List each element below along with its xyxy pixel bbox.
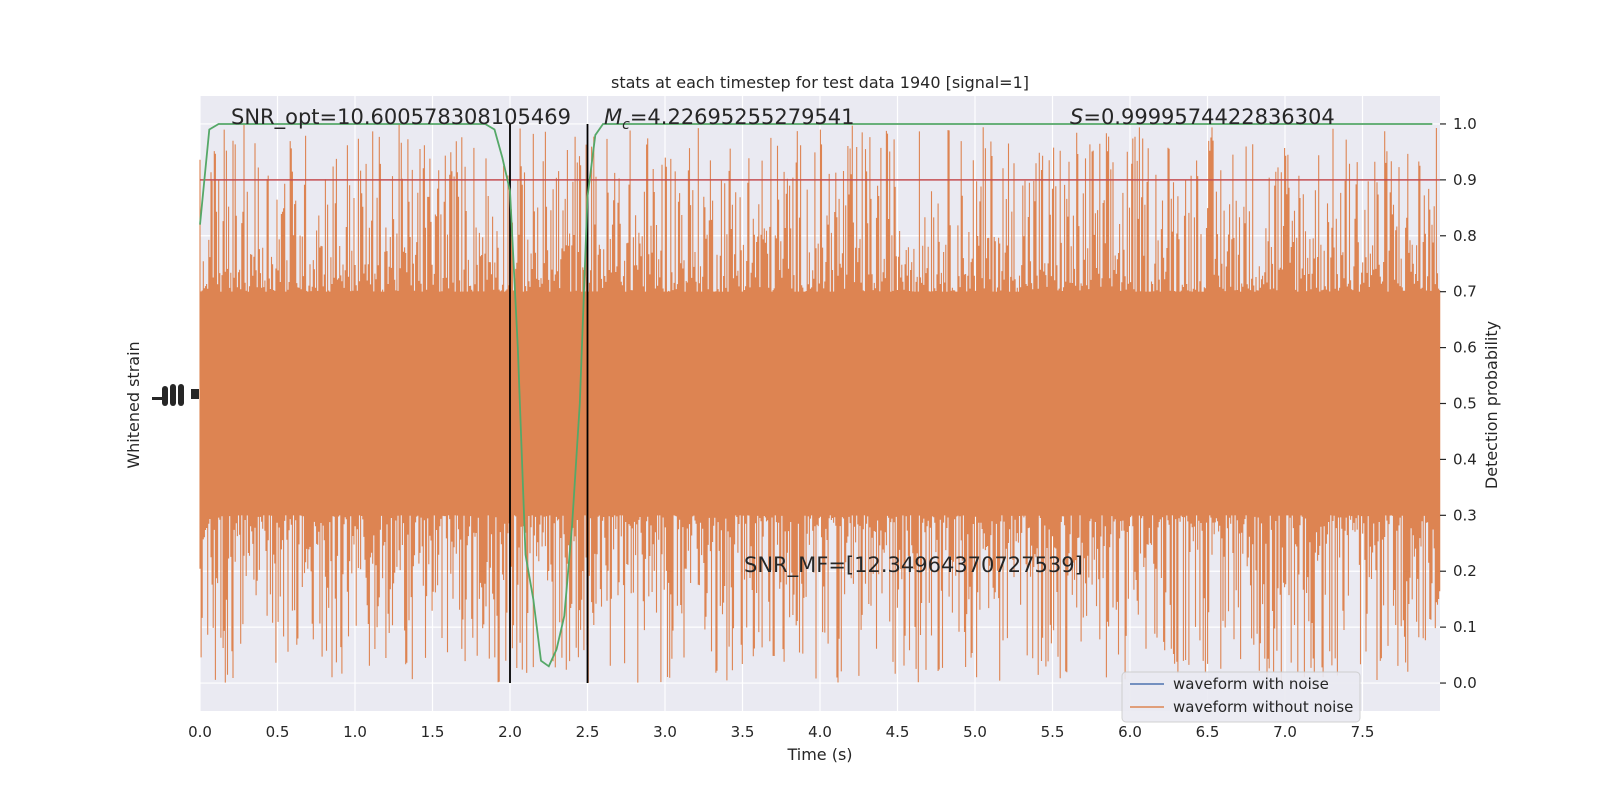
y-tick-label: 0.1 [1453,618,1477,636]
y-tick-label: 0.9 [1453,171,1477,189]
annotation-snr-opt: SNR_opt=10.600578308105469 [231,105,571,130]
y-axis-label-right: Detection probability [1482,321,1501,489]
annotation-s: S=0.9999574422836304 [1070,105,1335,129]
y-tick-label: 0.8 [1453,227,1477,245]
annotation-s-value: =0.9999574422836304 [1083,105,1334,129]
annotation-s-symbol: S [1070,105,1083,129]
x-tick-label: 3.5 [731,723,755,741]
left-tick-mark [170,384,176,406]
x-tick-label: 5.0 [963,723,987,741]
annotation-chirp-mass-symbol: M [604,105,622,129]
x-tick-label: 7.5 [1351,723,1375,741]
legend-label-with-noise: waveform with noise [1173,675,1329,693]
chart-title: stats at each timestep for test data 194… [611,73,1029,92]
x-tick-label: 0.0 [188,723,212,741]
y-axis-ticks-right: 0.0 0.1 0.2 0.3 0.4 0.5 0.6 0.7 0.8 0.9 1.0 [1440,115,1477,692]
detection-probability-line [199,123,1433,668]
left-tick-mark [152,397,162,400]
y-tick-label: 1.0 [1453,115,1477,133]
waveform-without-noise [199,124,1441,683]
x-tick-label: 7.0 [1273,723,1297,741]
y-tick-label: 0.2 [1453,562,1477,580]
x-tick-label: 5.5 [1041,723,1065,741]
x-tick-label: 6.0 [1118,723,1142,741]
y-axis-label-left: Whitened strain [124,341,143,468]
annotation-chirp-mass-value: =4.22695255279541 [630,105,855,129]
x-tick-label: 6.5 [1196,723,1220,741]
annotation-snr-mf: SNR_MF=[12.34964370727539] [744,553,1083,578]
y-axis-left-clutter [152,384,199,406]
y-tick-label: 0.6 [1453,339,1477,357]
x-tick-label: 1.5 [421,723,445,741]
left-tick-mark [178,384,184,406]
y-tick-label: 0.3 [1453,506,1477,524]
y-tick-label: 0.4 [1453,450,1477,468]
x-axis-ticks: 0.0 0.5 1.0 1.5 2.0 2.5 3.0 3.5 4.0 4.5 5.0 5.5 6.0 6… [188,723,1374,741]
y-tick-label: 0.7 [1453,283,1477,301]
legend-label-without-noise: waveform without noise [1173,698,1353,716]
strain-waveform [199,124,1441,683]
legend: waveform with noise waveform without noi… [1121,671,1361,723]
x-tick-label: 1.0 [343,723,367,741]
annotation-chirp-mass: Mc=4.22695255279541 [604,105,855,133]
x-tick-label: 2.5 [576,723,600,741]
x-tick-label: 4.0 [808,723,832,741]
left-tick-mark [191,389,199,399]
y-tick-label: 0.0 [1453,674,1477,692]
annotation-chirp-mass-sub: c [622,117,630,133]
x-axis-label: Time (s) [786,745,852,764]
x-tick-label: 4.5 [886,723,910,741]
x-tick-label: 2.0 [498,723,522,741]
legend-box [1121,671,1361,723]
y-tick-label: 0.5 [1453,395,1477,413]
x-tick-label: 3.0 [653,723,677,741]
x-tick-label: 0.5 [266,723,290,741]
overlays [199,123,1440,684]
left-tick-mark [162,386,168,406]
